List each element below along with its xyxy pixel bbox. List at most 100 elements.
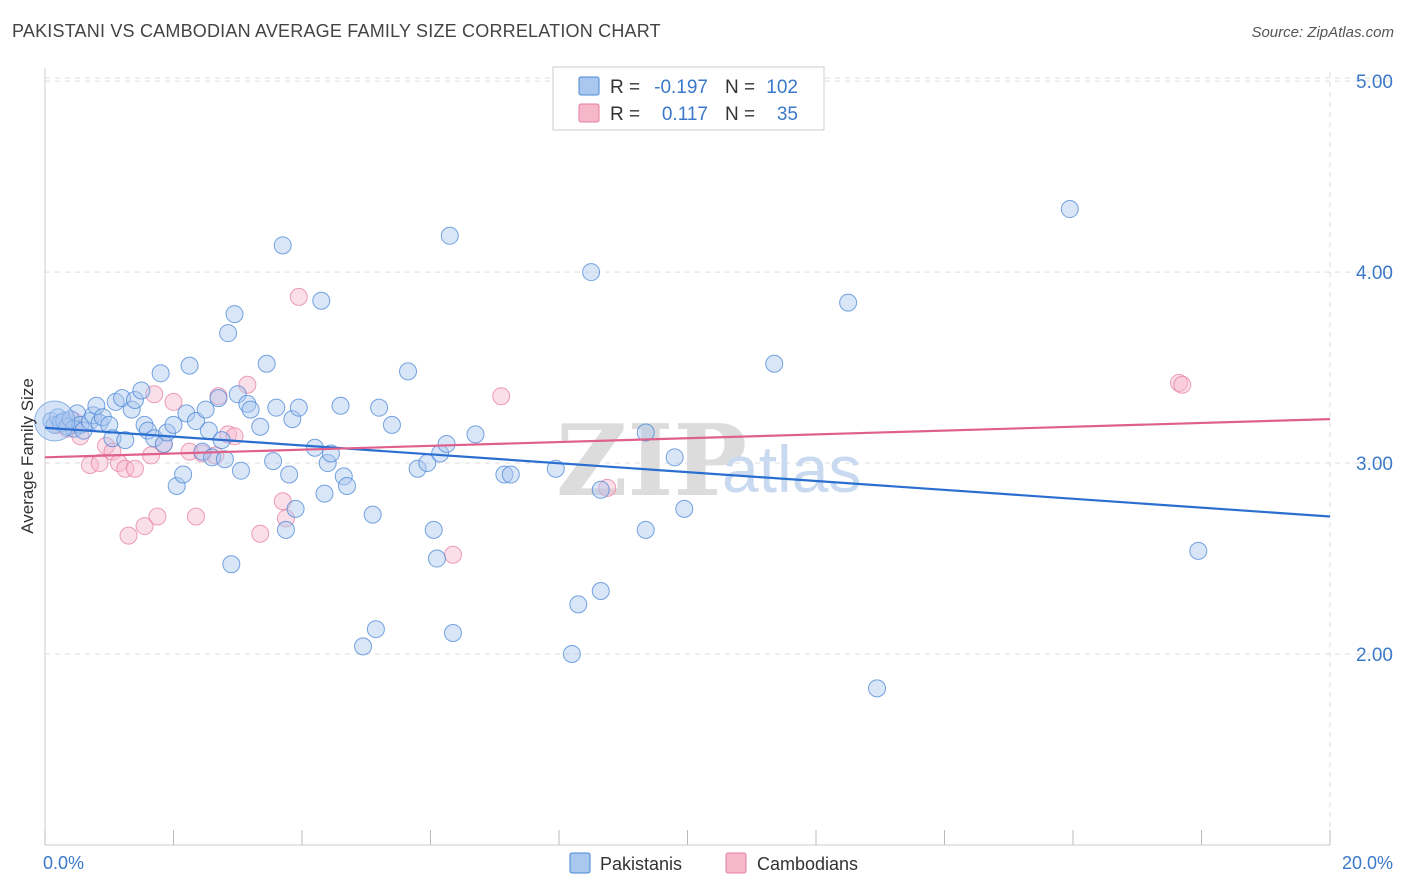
- x-tick-labels: 0.0% 20.0%: [43, 853, 1393, 873]
- cambodians-point: [116, 459, 135, 478]
- pakistanis-point: [280, 465, 299, 484]
- pakistanis-point: [334, 467, 353, 486]
- pakistanis-point: [87, 396, 106, 415]
- pakistanis-point: [546, 459, 565, 478]
- legend-swatch-cambodians: [725, 852, 747, 874]
- pakistanis-point: [174, 465, 193, 484]
- y-tick-label: 4.00: [1356, 263, 1393, 284]
- cambodians-point: [1170, 373, 1189, 392]
- pakistanis-point: [222, 555, 241, 574]
- pakistanis-point: [675, 499, 694, 518]
- pakistanis-point: [257, 354, 276, 373]
- pakistanis-point: [100, 415, 119, 434]
- pakistanis-point: [283, 410, 302, 429]
- pakistanis-point: [443, 624, 462, 643]
- legend-swatch-pakistanis: [569, 852, 591, 874]
- legend-label-cambodians: Cambodians: [757, 854, 858, 874]
- pakistanis-point: [273, 236, 292, 255]
- y-axis-title: Average Family Size: [18, 378, 37, 534]
- pakistanis-point: [382, 415, 401, 434]
- pakistanis-point: [495, 465, 514, 484]
- pakistanis-point: [665, 448, 684, 467]
- pakistanis-point: [569, 595, 588, 614]
- legend-item-pakistanis[interactable]: Pakistanis: [569, 852, 682, 874]
- pakistanis-point: [219, 324, 238, 343]
- cambodians-point: [443, 545, 462, 564]
- watermark: ZIP atlas: [556, 404, 861, 519]
- pakistanis-point: [636, 423, 655, 442]
- pakistanis-point: [582, 263, 601, 282]
- pakistanis-point: [408, 459, 427, 478]
- legend: Pakistanis Cambodians: [569, 852, 858, 874]
- pakistanis-point: [765, 354, 784, 373]
- cambodians-point: [135, 517, 154, 536]
- pakistanis-point: [427, 549, 446, 568]
- pakistanis-point: [209, 389, 228, 408]
- pakistanis-point: [363, 505, 382, 524]
- cambodians-point: [164, 392, 183, 411]
- pakistanis-point-cluster: [34, 400, 76, 442]
- watermark-atlas: atlas: [722, 432, 861, 506]
- pakistanis-point: [238, 394, 257, 413]
- trend-lines: [44, 418, 1331, 518]
- chart-title: PAKISTANI VS CAMBODIAN AVERAGE FAMILY SI…: [12, 21, 661, 41]
- legend-label-pakistanis: Pakistanis: [600, 854, 682, 874]
- pakistanis-point: [276, 520, 295, 539]
- pakistanis-point: [868, 679, 887, 698]
- cambodians-point: [125, 459, 144, 478]
- pakistanis-point: [337, 476, 356, 495]
- pakistanis-point: [196, 400, 215, 419]
- pakistanis-point: [318, 454, 337, 473]
- pakistanis-point: [177, 404, 196, 423]
- grid-lines: [45, 72, 1395, 845]
- cambodians-r-label: R =: [610, 104, 640, 125]
- pakistanis-point: [591, 582, 610, 601]
- cambodians-point: [492, 387, 511, 406]
- cambodians-point: [186, 507, 205, 526]
- pakistanis-point: [315, 484, 334, 503]
- pakistanis-point: [231, 461, 250, 480]
- cambodians-n-value: 35: [777, 104, 798, 125]
- pakistanis-point: [125, 391, 144, 410]
- pakistanis-point: [116, 431, 135, 450]
- pakistanis-point: [215, 450, 234, 469]
- pakistanis-point: [167, 476, 186, 495]
- y-tick-label: 5.00: [1356, 72, 1393, 93]
- cambodians-n-label: N =: [725, 104, 755, 125]
- pakistanis-point: [437, 434, 456, 453]
- cambodians-point: [148, 507, 167, 526]
- pakistanis-point: [151, 364, 170, 383]
- pakistanis-r-value: -0.197: [654, 77, 708, 98]
- stats-box: R = -0.197 N = 102 R = 0.117 N = 35: [552, 66, 825, 131]
- pakistanis-point: [466, 425, 485, 444]
- pakistanis-point: [286, 499, 305, 518]
- pakistanis-trend-line: [44, 426, 1331, 518]
- source-credit: Source: ZipAtlas.com: [1251, 24, 1394, 41]
- pakistanis-point: [267, 398, 286, 417]
- pakistanis-point: [370, 398, 389, 417]
- cambodians-swatch: [578, 103, 600, 123]
- pakistanis-n-label: N =: [725, 77, 755, 98]
- pakistanis-point: [289, 398, 308, 417]
- pakistanis-point: [331, 396, 350, 415]
- cambodians-point: [598, 478, 617, 497]
- pakistanis-point: [354, 637, 373, 656]
- cambodians-point: [238, 375, 257, 394]
- legend-item-cambodians[interactable]: Cambodians: [725, 852, 858, 874]
- pakistanis-point: [180, 356, 199, 375]
- pakistanis-point: [164, 415, 183, 434]
- pakistanis-point: [228, 385, 247, 404]
- pakistanis-point: [225, 305, 244, 324]
- x-tick-label: 0.0%: [43, 853, 84, 873]
- pakistanis-point: [839, 293, 858, 312]
- pakistanis-r-label: R =: [610, 77, 640, 98]
- cambodians-point: [90, 454, 109, 473]
- y-tick-label: 3.00: [1356, 454, 1393, 475]
- pakistanis-point: [366, 620, 385, 639]
- cambodians-point: [1173, 375, 1192, 394]
- cambodians-point: [289, 287, 308, 306]
- pakistanis-point: [1060, 200, 1079, 219]
- pakistanis-points: [34, 200, 1208, 698]
- pakistanis-point: [636, 520, 655, 539]
- pakistanis-point: [241, 400, 260, 419]
